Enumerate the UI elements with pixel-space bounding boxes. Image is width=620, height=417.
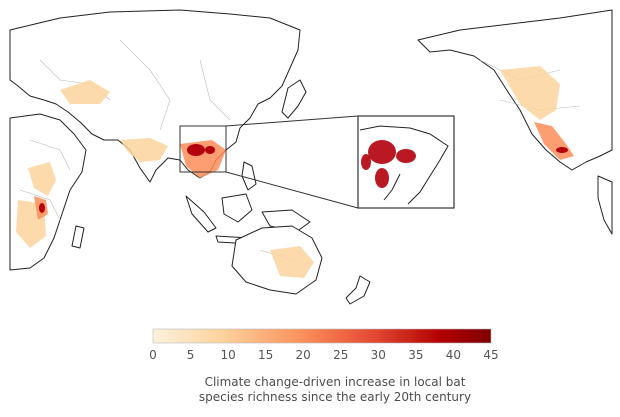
legend-tick-label: 0 — [149, 348, 157, 362]
legend-tick-label: 30 — [370, 348, 386, 362]
new-zealand-landmass — [345, 275, 371, 305]
inset-hotspot-core — [368, 140, 396, 164]
hotspot-laos — [205, 146, 215, 154]
legend-tick-label: 20 — [295, 348, 311, 362]
hotspot-east-africa — [39, 203, 45, 213]
south-america-landmass — [597, 175, 613, 235]
richness-europe-region — [60, 80, 110, 104]
inset-hotspot-west — [361, 154, 371, 170]
legend-tick-label: 45 — [483, 348, 499, 362]
inset-hotspot-south — [375, 168, 389, 188]
legend-caption-line-1: Climate change-driven increase in local … — [204, 375, 466, 389]
madagascar-landmass — [71, 225, 85, 249]
richness-south-asia-region — [120, 138, 168, 162]
legend-tick-label: 5 — [186, 348, 195, 362]
legend-tick-label: 35 — [408, 348, 424, 362]
inset-zoom — [179, 115, 455, 209]
richness-north-america-region — [500, 66, 560, 120]
legend-tick-label: 40 — [445, 348, 462, 362]
legend-tick-label: 15 — [258, 348, 274, 362]
legend-caption: Climate change-driven increase in local … — [120, 375, 550, 405]
hotspot-central-america — [556, 147, 568, 153]
hotspot-indochina — [187, 144, 205, 156]
source-region-box — [179, 125, 227, 173]
zoom-connector-bottom — [225, 171, 359, 209]
legend-colorbar — [152, 328, 492, 344]
inset-coastline — [359, 125, 449, 205]
legend-tick-label: 25 — [333, 348, 349, 362]
richness-hotspots — [39, 140, 568, 213]
sumatra-landmass — [185, 195, 217, 233]
zoom-connector-top — [225, 115, 359, 127]
legend-caption-line-2: species richness since the early 20th ce… — [198, 390, 472, 404]
philippines-landmass — [241, 161, 257, 191]
richness-east-africa-region — [28, 162, 56, 196]
japan-landmass — [281, 79, 307, 119]
inset-zoom-box — [357, 115, 455, 209]
inset-hotspot-east — [396, 149, 416, 163]
richness-australia-region — [270, 246, 314, 278]
new-guinea-landmass — [261, 209, 311, 233]
legend-tick-label: 10 — [220, 348, 236, 362]
borneo-landmass — [221, 193, 253, 223]
